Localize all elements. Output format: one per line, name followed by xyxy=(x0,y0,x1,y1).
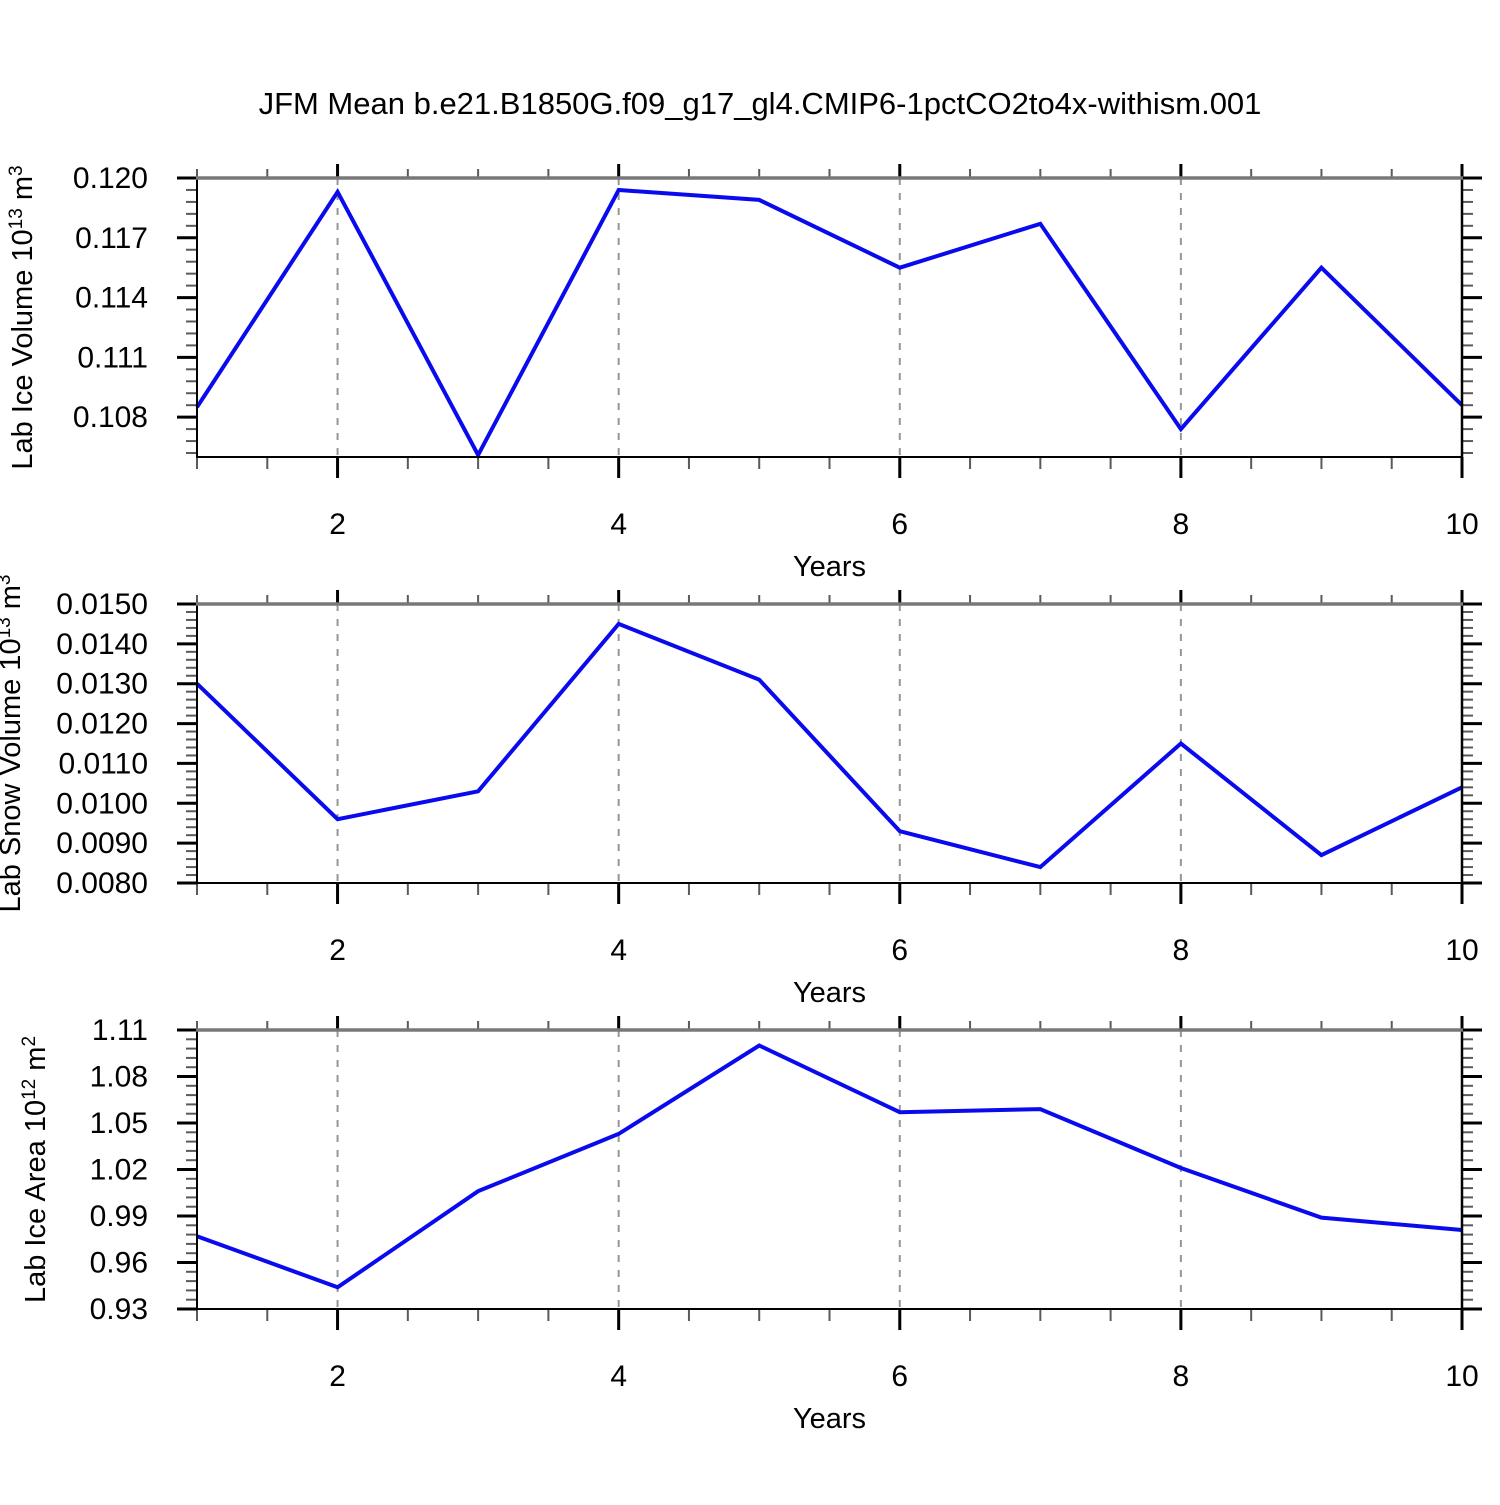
y-tick-label: 1.11 xyxy=(92,1014,148,1047)
y-tick-label: 0.108 xyxy=(73,401,148,434)
subplot-2: 2 4 6 8 10 0.0080 0.0090 0.0100 0.0110 0.0120 0.01… xyxy=(0,574,1482,1009)
x-tick-label: 8 xyxy=(1173,934,1190,967)
x-tick-label: 4 xyxy=(610,508,627,541)
subplot-1: 2 4 6 8 10 0.108 0.111 0.114 0.117 0.120 Years Lab … xyxy=(6,162,1482,583)
x-tick-label: 2 xyxy=(329,1360,346,1393)
x-axis-title: Years xyxy=(793,551,866,583)
x-tick-label: 8 xyxy=(1173,1360,1190,1393)
data-line xyxy=(196,1043,1463,1290)
y-tick-label: 0.0150 xyxy=(56,588,148,621)
x-tick-label: 10 xyxy=(1445,508,1478,541)
data-line xyxy=(195,187,1464,460)
y-tick-label: 0.0090 xyxy=(56,827,148,860)
data-line xyxy=(195,621,1463,870)
y-tick-label: 0.0110 xyxy=(58,747,148,780)
x-axis-title: Years xyxy=(793,977,866,1009)
y-axis-title: Lab Ice Volume 1013 m3 xyxy=(6,165,39,469)
y-tick-label: 0.0130 xyxy=(56,668,148,701)
y-tick-label: 0.120 xyxy=(73,162,148,195)
y-axis-title: Lab Ice Area 1012 m2 xyxy=(19,1036,52,1303)
y-tick-label: 0.0120 xyxy=(56,708,148,741)
y-tick-label: 0.0080 xyxy=(56,867,148,900)
subplot-3: 2 4 6 8 10 0.93 0.96 0.99 1.02 1.05 1.08 1.11 Years L… xyxy=(19,1014,1482,1435)
x-tick-label: 4 xyxy=(610,934,627,967)
x-axis-title: Years xyxy=(793,1403,866,1435)
y-tick-label: 0.117 xyxy=(75,222,148,255)
x-tick-label: 6 xyxy=(891,508,908,541)
x-tick-label: 6 xyxy=(891,1360,908,1393)
x-tick-label: 10 xyxy=(1445,1360,1478,1393)
figure-title: JFM Mean b.e21.B1850G.f09_g17_gl4.CMIP6-… xyxy=(259,86,1262,121)
x-tick-label: 2 xyxy=(329,934,346,967)
y-axis-title: Lab Snow Volume 1013 m3 xyxy=(0,574,27,912)
y-tick-label: 0.99 xyxy=(90,1200,148,1233)
y-tick-label: 0.0100 xyxy=(56,787,148,820)
y-tick-label: 1.05 xyxy=(90,1107,148,1140)
y-tick-label: 0.114 xyxy=(75,282,148,315)
y-tick-label: 0.111 xyxy=(77,341,148,374)
x-tick-label: 10 xyxy=(1445,934,1478,967)
y-tick-label: 0.93 xyxy=(90,1293,148,1326)
x-tick-label: 8 xyxy=(1173,508,1190,541)
x-tick-label: 4 xyxy=(610,1360,627,1393)
x-tick-label: 6 xyxy=(891,934,908,967)
y-tick-label: 0.0140 xyxy=(56,628,148,661)
x-tick-label: 2 xyxy=(329,508,346,541)
subplots-container: 2 4 6 8 10 0.108 0.111 0.114 0.117 0.120 Years Lab … xyxy=(0,162,1482,1435)
y-tick-label: 1.08 xyxy=(90,1061,148,1094)
y-tick-label: 1.02 xyxy=(90,1154,148,1187)
y-tick-label: 0.96 xyxy=(90,1247,148,1280)
